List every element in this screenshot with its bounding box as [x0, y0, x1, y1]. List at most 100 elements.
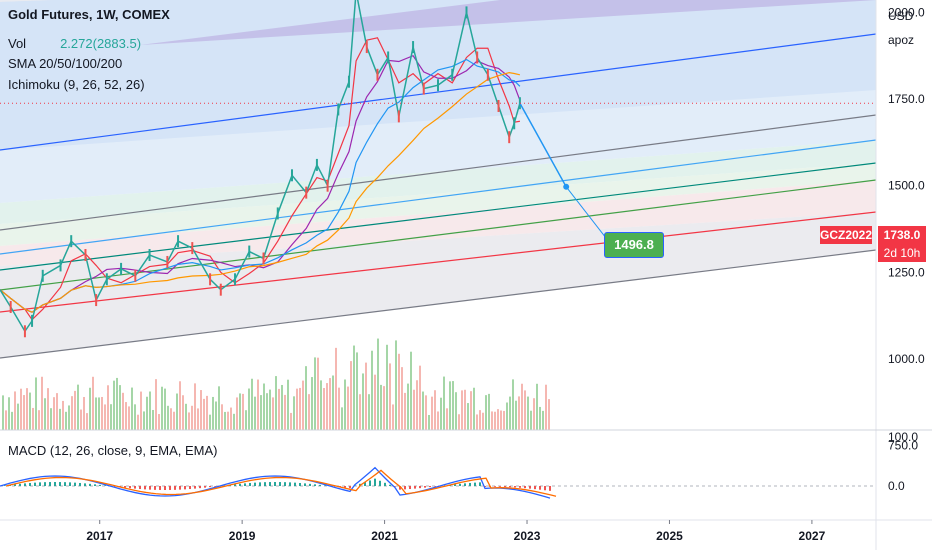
volume-bar	[92, 376, 94, 430]
sma-legend[interactable]: SMA 20/50/100/200	[8, 56, 123, 71]
volume-bar	[221, 404, 223, 430]
volume-bar	[326, 383, 328, 430]
ichimoku-legend[interactable]: Ichimoku (9, 26, 52, 26)	[8, 77, 145, 92]
volume-bar	[143, 411, 145, 430]
price-tick-label: 750.0	[888, 439, 918, 453]
time-tick-label: 2017	[86, 529, 113, 543]
volume-bar	[38, 410, 40, 430]
volume-bar	[254, 396, 256, 430]
volume-bar	[248, 388, 250, 430]
volume-bar	[194, 383, 196, 430]
volume-bar	[509, 396, 511, 430]
macd-histogram-bar	[174, 486, 176, 490]
projection-label[interactable]: 1496.8	[604, 232, 664, 258]
macd-histogram-bar	[254, 482, 256, 486]
macd-histogram-bar	[504, 486, 506, 487]
volume-bar	[527, 396, 529, 430]
volume-bar	[215, 401, 217, 430]
macd-histogram-bar	[14, 484, 16, 486]
vol-value: 2.272(2883.5)	[60, 36, 142, 51]
volume-bar	[476, 414, 478, 430]
volume-bar	[137, 414, 139, 430]
volume-bar	[485, 395, 487, 430]
macd-histogram-bar	[459, 483, 461, 486]
macd-histogram-bar	[354, 485, 356, 486]
volume-bar	[230, 407, 232, 430]
price-axis-ticks[interactable]: 2750.02500.02250.02000.01750.01500.01250…	[888, 0, 925, 453]
volume-bar	[107, 385, 109, 430]
macd-histogram-bar	[139, 486, 141, 490]
macd-histogram-bar	[199, 486, 201, 489]
macd-histogram-bar	[534, 486, 536, 490]
volume-bar	[170, 408, 172, 430]
volume-bar	[197, 408, 199, 430]
macd-histogram-bar	[434, 486, 436, 487]
volume-bar	[29, 392, 31, 430]
macd-histogram-bar	[509, 486, 511, 488]
volume-bar	[542, 410, 544, 430]
volume-bar	[65, 411, 67, 430]
volume-bar	[410, 351, 412, 430]
fib-line	[0, 33, 877, 151]
scale-mode-label[interactable]: apoz	[888, 33, 914, 47]
volume-bar	[392, 404, 394, 430]
volume-bar	[251, 378, 253, 430]
macd-histogram-bar	[144, 486, 146, 490]
volume-bar	[434, 390, 436, 430]
macd-histogram-bar	[379, 480, 381, 486]
volume-bar	[281, 384, 283, 430]
volume-bar	[146, 396, 148, 430]
volume-bar	[389, 363, 391, 430]
macd-tick-label: 100.0	[888, 430, 918, 444]
macd-histogram-bar	[274, 482, 276, 486]
volume-bar	[323, 388, 325, 430]
macd-histogram-bar	[99, 484, 101, 486]
symbol-tag[interactable]: GCZ2022	[820, 226, 873, 244]
volume-bar	[212, 396, 214, 430]
volume-bar	[260, 395, 262, 430]
price-tick-label: 1000.0	[888, 352, 925, 366]
volume-bar	[32, 407, 34, 430]
volume-bar	[461, 390, 463, 430]
macd-histogram-bar	[244, 483, 246, 486]
macd-histogram-bar	[294, 482, 296, 486]
volume-bar	[458, 414, 460, 430]
moving-average-lines	[0, 37, 521, 321]
time-axis-ticks[interactable]: 2017 2019 2021 2023 2025 2027	[86, 520, 826, 543]
volume-bar	[329, 378, 331, 430]
price-tick-label: 1250.0	[888, 265, 925, 279]
volume-bar	[416, 380, 418, 430]
vol-legend[interactable]: Vol 2.272(2883.5)	[8, 35, 141, 52]
volume-bar	[515, 400, 517, 430]
volume-bar	[47, 388, 49, 430]
volume-bar	[5, 410, 7, 430]
volume-bar	[86, 413, 88, 430]
volume-bar	[407, 383, 409, 430]
volume-bar	[548, 399, 550, 430]
macd-histogram-bar	[264, 482, 266, 486]
volume-bar	[26, 388, 28, 430]
volume-bar	[371, 350, 373, 430]
volume-bar	[23, 395, 25, 430]
macd-histogram-bar	[309, 483, 311, 486]
volume-bar	[437, 411, 439, 430]
volume-bar	[188, 412, 190, 430]
volume-bar	[218, 386, 220, 430]
volume-bar	[89, 387, 91, 430]
macd-histogram-bar	[419, 486, 421, 489]
symbol-title[interactable]: Gold Futures, 1W, COMEX	[8, 7, 170, 22]
macd-histogram-bar	[39, 482, 41, 486]
fib-channel-bands	[0, 0, 877, 359]
volume-bar	[464, 389, 466, 430]
volume-bar	[374, 374, 376, 430]
macd-histogram-bar	[514, 486, 516, 488]
macd-histogram-bar	[54, 482, 56, 486]
macd-histogram-bar	[474, 482, 476, 486]
macd-histogram-bar	[364, 482, 366, 486]
macd-legend[interactable]: MACD (12, 26, close, 9, EMA, EMA)	[8, 443, 218, 458]
macd-histogram-bar	[94, 484, 96, 486]
macd-histogram-bar	[349, 486, 351, 489]
volume-bar	[131, 387, 133, 430]
volume-bar	[380, 384, 382, 430]
